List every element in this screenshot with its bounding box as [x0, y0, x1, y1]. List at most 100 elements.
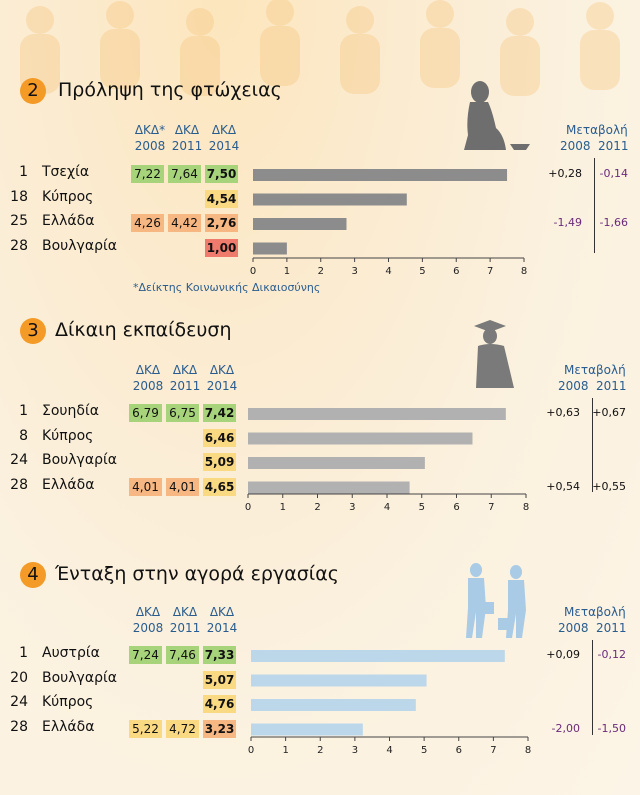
seated-beggar-icon	[464, 81, 530, 150]
x-tick-label: 6	[456, 745, 462, 756]
x-tick-label: 2	[318, 266, 324, 277]
score-cell-2014: 7,42	[203, 404, 236, 422]
score-cell-2014: 7,33	[203, 646, 236, 664]
x-tick-label: 5	[421, 745, 427, 756]
rank-label: 1	[19, 645, 28, 661]
change-header-year: 2011	[596, 621, 627, 635]
bar-Κύπρος	[253, 193, 407, 206]
section-number-badge: 3	[20, 318, 46, 344]
rank-label: 28	[10, 718, 28, 735]
change-value-2008: -2,00	[551, 721, 580, 735]
x-tick-label: 4	[384, 502, 390, 513]
change-header-year: 2008	[560, 139, 591, 153]
country-label: Αυστρία	[42, 645, 100, 661]
score-cell-2011: 6,75	[166, 404, 199, 422]
x-tick-label: 6	[453, 266, 459, 277]
x-tick-label: 7	[490, 745, 496, 756]
score-cell-2008: 4,26	[131, 214, 164, 232]
score-cell-2008: 7,24	[129, 646, 162, 664]
country-label: Τσεχία	[42, 164, 90, 180]
score-cell-2014: 1,00	[205, 238, 238, 257]
country-label: Σουηδία	[42, 403, 99, 419]
rank-label: 18	[10, 188, 28, 205]
x-tick-label: 4	[386, 745, 392, 756]
column-header-label: ΔΚΔ	[172, 363, 198, 377]
bar-Τσεχία	[253, 169, 508, 181]
section-number-badge: 2	[20, 78, 46, 104]
change-value-2008: -1,49	[553, 216, 582, 229]
x-tick-label: 4	[385, 266, 391, 277]
x-tick-label: 1	[282, 745, 288, 756]
country-label: Ελλάδα	[42, 213, 95, 229]
score-cell-2014: 4,54	[205, 189, 238, 208]
change-header-year: 2008	[558, 379, 589, 393]
column-header: ΔΚΔ 2011	[168, 122, 206, 154]
column-header-year: 2011	[169, 621, 201, 635]
change-divider	[594, 158, 595, 253]
score-cell-2014: 5,07	[203, 670, 236, 689]
rank-label: 24	[10, 452, 28, 468]
score-cell-2008: 7,22	[131, 165, 164, 183]
rank-label: 1	[19, 164, 28, 180]
bar-Ελλάδα	[253, 218, 347, 230]
x-tick-label: 8	[521, 266, 527, 277]
score-cell-2014: 5,09	[203, 453, 236, 471]
column-header-label: ΔΚΔ	[135, 605, 161, 619]
change-value-2008: +0,28	[548, 167, 582, 180]
score-cell-2014: 3,23	[203, 719, 236, 738]
country-label: Βουλγαρία	[42, 452, 117, 468]
x-tick-label: 0	[245, 502, 251, 513]
change-value-2011: +0,67	[592, 406, 626, 419]
score-cell-2011: 4,72	[166, 719, 199, 738]
x-tick-label: 5	[419, 502, 425, 513]
bar-Βουλγαρία	[251, 674, 427, 687]
chart-title: Πρόληψη της φτώχειας	[58, 79, 282, 101]
paper-doll-decoration	[20, 0, 620, 96]
bar-Σουηδία	[248, 408, 506, 420]
change-value-2011: -1,50	[597, 721, 626, 735]
change-value-2011: -0,12	[597, 648, 626, 661]
x-tick-label: 0	[250, 266, 256, 277]
change-divider	[592, 640, 593, 735]
x-tick-label: 2	[314, 502, 320, 513]
bar-Ελλάδα	[248, 481, 410, 494]
rank-label: 20	[10, 669, 28, 686]
x-tick-label: 7	[488, 502, 494, 513]
score-cell-2008: 4,01	[129, 477, 162, 496]
country-label: Βουλγαρία	[42, 237, 117, 254]
score-cell-2014: 4,65	[203, 477, 236, 496]
bar-chart: 0 1 2 3 4 5 6 7 8	[248, 650, 531, 756]
job-seekers-icon	[466, 563, 526, 638]
column-header-year: 2008	[132, 621, 164, 635]
country-label: Βουλγαρία	[42, 669, 117, 686]
column-header-year: 2014	[206, 379, 238, 393]
score-cell-2011: 7,64	[168, 165, 201, 183]
change-value-2011: -1,66	[599, 216, 628, 229]
rank-label: 1	[19, 403, 28, 419]
column-header: ΔΚΔ* 2008	[131, 122, 169, 154]
bar-Αυστρία	[251, 650, 505, 662]
x-tick-label: 7	[487, 266, 493, 277]
x-tick-label: 3	[349, 502, 355, 513]
score-cell-2011: 7,46	[166, 646, 199, 664]
country-label: Ελλάδα	[42, 718, 95, 735]
x-tick-label: 1	[280, 502, 286, 513]
column-header-year: 2011	[171, 139, 203, 153]
footnote: *Δείκτης Κοινωνικής Δικαιοσύνης	[133, 281, 321, 294]
x-tick-label: 5	[419, 266, 425, 277]
rank-label: 28	[10, 237, 28, 254]
rank-label: 28	[10, 476, 28, 493]
x-tick-label: 8	[525, 745, 531, 756]
column-header-year: 2008	[134, 139, 166, 153]
column-header: ΔΚΔ 2008	[129, 604, 167, 636]
column-header: ΔΚΔ 2014	[203, 362, 241, 394]
change-header-year: 2011	[596, 379, 627, 393]
chart-title: Δίκαιη εκπαίδευση	[55, 319, 232, 341]
rank-label: 25	[10, 213, 28, 229]
x-tick-label: 2	[317, 745, 323, 756]
column-header-label: ΔΚΔ	[174, 123, 200, 137]
bar-Κύπρος	[251, 699, 416, 711]
score-cell-2008: 5,22	[129, 719, 162, 738]
column-header-label: ΔΚΔ	[172, 605, 198, 619]
country-label: Κύπρος	[42, 188, 94, 205]
